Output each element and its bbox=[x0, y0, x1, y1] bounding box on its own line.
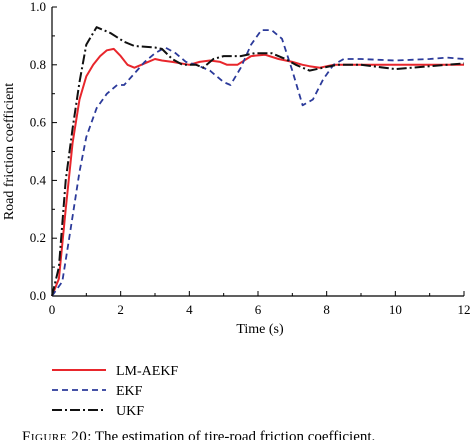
x-tick-label: 12 bbox=[458, 302, 471, 317]
x-tick-label: 10 bbox=[389, 302, 402, 317]
y-tick-label: 0.0 bbox=[30, 288, 46, 303]
y-tick-label: 0.8 bbox=[30, 57, 46, 72]
y-tick-label: 0.2 bbox=[30, 230, 46, 245]
y-tick-label: 1.0 bbox=[30, 0, 46, 14]
legend-label-ekf: EKF bbox=[116, 384, 143, 399]
series-line-lm-aekf bbox=[51, 47, 464, 297]
x-tick-label: 2 bbox=[117, 302, 124, 317]
series-lines bbox=[51, 26, 465, 297]
caption-label: Figure 20 bbox=[22, 429, 88, 440]
x-tick-label: 8 bbox=[323, 302, 330, 317]
caption-text: : The estimation of tire-road friction c… bbox=[87, 429, 376, 440]
legend: LM-AEKF EKF UKF bbox=[52, 364, 178, 419]
axes: 0 2 4 6 8 10 12 0.0 0.2 0.4 0.6 0.8 1.0 Time (s) Road … bbox=[2, 0, 471, 337]
x-tick-label: 4 bbox=[186, 302, 193, 317]
y-axis-title: Road friction coefficient bbox=[2, 83, 17, 220]
y-tick-label: 0.4 bbox=[30, 172, 47, 187]
series-line-ukf bbox=[51, 26, 465, 297]
y-tick-label: 0.6 bbox=[30, 115, 47, 130]
series-line-ekf bbox=[51, 29, 465, 297]
x-tick-label: 6 bbox=[255, 302, 262, 317]
legend-label-ukf: UKF bbox=[116, 404, 144, 419]
figure-caption: Figure 20: The estimation of tire-road f… bbox=[22, 424, 474, 440]
legend-label-lm-aekf: LM-AEKF bbox=[116, 364, 178, 379]
x-tick-label: 0 bbox=[49, 302, 56, 317]
x-axis-title: Time (s) bbox=[236, 322, 284, 337]
